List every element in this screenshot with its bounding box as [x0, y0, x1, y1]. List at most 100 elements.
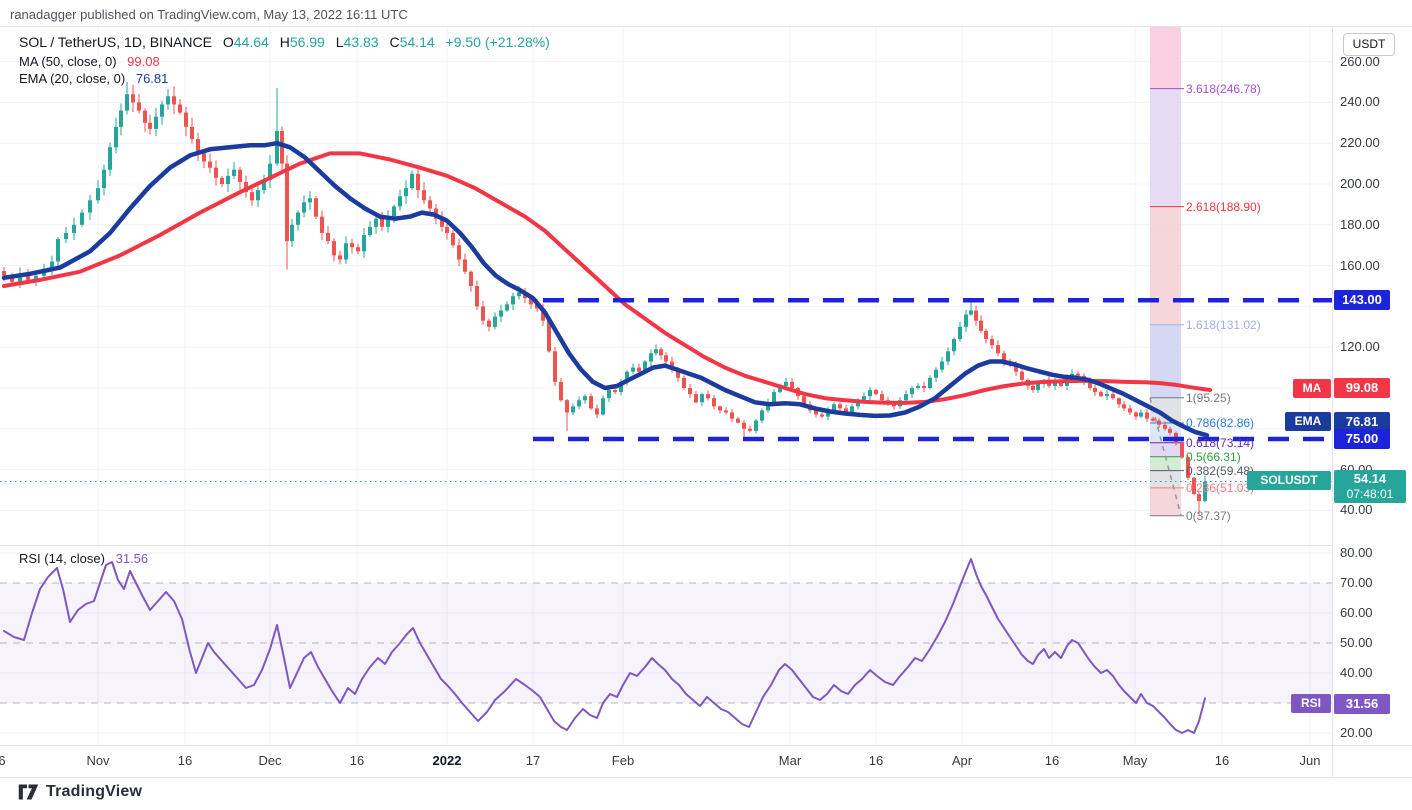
- candle-body: [368, 226, 372, 235]
- candle-body: [172, 96, 176, 105]
- candle-body: [880, 394, 884, 401]
- candle-body: [226, 175, 230, 184]
- candle-body: [565, 400, 569, 413]
- price-tick-label: 180.00: [1340, 216, 1380, 232]
- ohlc-low-value: 43.83: [343, 34, 379, 50]
- candle-body: [475, 286, 479, 307]
- time-tick-label: 16: [1214, 753, 1230, 768]
- candle-body: [1014, 365, 1018, 372]
- candle-body: [1128, 408, 1132, 413]
- rsi-tick-label: 20.00: [1340, 725, 1373, 740]
- candle-body: [493, 316, 497, 327]
- price-tick-label: 260.00: [1340, 53, 1380, 69]
- currency-toggle-button[interactable]: USDT: [1343, 33, 1395, 56]
- candle-body: [631, 367, 635, 372]
- ohlc-close-letter: C: [389, 34, 400, 50]
- candle-body: [559, 381, 563, 401]
- candle-body: [256, 190, 260, 201]
- candle-body: [996, 345, 1000, 354]
- candle-body: [838, 404, 842, 409]
- fib-level-label: 0.618(73.14): [1186, 435, 1255, 450]
- candle-body: [969, 310, 973, 315]
- candle-body: [1076, 373, 1080, 376]
- candle-body: [979, 320, 983, 331]
- rsi-legend-label: RSI (14, close): [19, 551, 105, 566]
- time-tick-label: 16: [868, 753, 884, 768]
- ohlc-low-letter: L: [335, 34, 344, 50]
- last-price-value: 54.14: [1353, 471, 1387, 486]
- candle-body: [422, 190, 426, 201]
- price-tick-label: 120.00: [1340, 339, 1380, 355]
- candle-body: [654, 349, 658, 354]
- candle-body: [137, 102, 141, 111]
- candle-body: [148, 122, 152, 129]
- candle-body: [1168, 428, 1172, 433]
- fib-zone-fill: [1150, 456, 1181, 471]
- rsi-tick-label: 70.00: [1340, 575, 1373, 590]
- candle-body: [398, 196, 402, 207]
- candle-body: [577, 400, 581, 407]
- tradingview-logo-icon: [18, 784, 39, 800]
- ma-legend[interactable]: MA (50, close, 0) 99.08: [19, 54, 160, 69]
- candle-body: [910, 388, 914, 395]
- tradingview-logo[interactable]: TradingView: [18, 783, 142, 801]
- candle-body: [1020, 371, 1024, 380]
- candle-body: [56, 239, 60, 262]
- candle-body: [613, 390, 617, 393]
- time-tick-label: 16: [177, 753, 193, 768]
- candle-body: [178, 104, 182, 113]
- candle-body: [637, 367, 641, 372]
- candle-body: [428, 200, 432, 209]
- candle-body: [850, 406, 854, 413]
- fib-level-label: 0.382(59.48): [1186, 463, 1255, 478]
- attribution: ranadagger published on TradingView.com,…: [10, 7, 408, 22]
- symbol-tag: SOLUSDT: [1247, 471, 1331, 490]
- candle-body: [778, 385, 782, 393]
- candle-body: [184, 112, 188, 127]
- candle-body: [964, 314, 968, 327]
- candle-body: [166, 96, 170, 105]
- candle-body: [1117, 398, 1121, 405]
- symbol-legend[interactable]: SOL / TetherUS, 1D, BINANCE O44.64 H56.9…: [19, 34, 550, 50]
- candle-body: [718, 406, 722, 411]
- candle-body: [772, 392, 776, 403]
- candle-body: [589, 396, 593, 409]
- candle-body: [688, 388, 692, 395]
- candle-body: [517, 292, 521, 297]
- candle-body: [1186, 457, 1190, 478]
- candle-body: [72, 224, 76, 233]
- rsi-value-label: 31.56: [1334, 694, 1390, 714]
- fib-level-label: 1(95.25): [1186, 390, 1231, 405]
- candle-body: [706, 394, 710, 399]
- ema-legend[interactable]: EMA (20, close, 0) 76.81: [19, 71, 168, 86]
- candle-body: [1151, 418, 1155, 421]
- candle-body: [511, 296, 515, 305]
- candle-body: [1163, 424, 1167, 429]
- candle-body: [1002, 353, 1006, 362]
- ema20-line: [1, 140, 1210, 438]
- candle-body: [50, 261, 54, 270]
- fib-level-label: 0.236(51.03): [1186, 480, 1255, 495]
- candle-body: [547, 320, 551, 352]
- candle-body: [302, 202, 306, 213]
- candle-body: [874, 390, 878, 395]
- candle-body: [619, 381, 623, 393]
- fib-zone-fill: [1150, 487, 1181, 516]
- candle-body: [190, 126, 194, 140]
- candle-body: [386, 216, 390, 227]
- candle-body: [296, 212, 300, 225]
- candle-body: [934, 369, 938, 378]
- candle-body: [1053, 381, 1057, 386]
- rsi-legend[interactable]: RSI (14, close) 31.56: [19, 551, 148, 566]
- ohlc-high-value: 56.99: [289, 34, 325, 50]
- candle-body: [451, 232, 455, 246]
- candle-body: [1059, 381, 1063, 386]
- time-tick-label: May: [1122, 753, 1148, 768]
- candle-body: [649, 353, 653, 362]
- candle-body: [487, 320, 491, 327]
- candle-body: [928, 377, 932, 388]
- ema-tag: EMA: [1285, 412, 1331, 431]
- price-tick-label: 200.00: [1340, 176, 1380, 191]
